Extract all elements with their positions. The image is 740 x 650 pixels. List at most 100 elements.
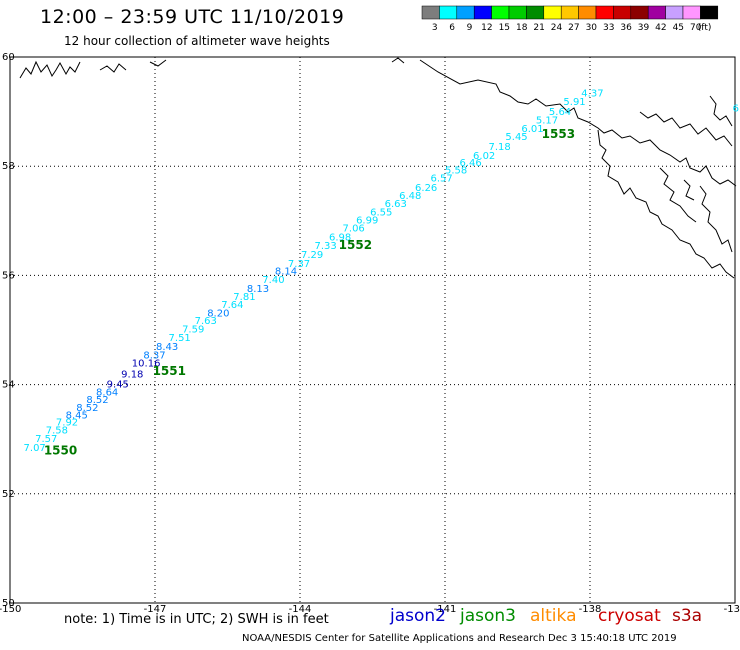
altimeter-track: 7.077.577.587.928.458.528.528.649.459.18… bbox=[24, 88, 739, 454]
wave-height-label: 7.18 bbox=[489, 142, 511, 153]
color-legend: 3 6 9 12 15 18 21 24 27 30 33 36 39 42 45 70(ft) bbox=[421, 5, 719, 33]
legend-label: 3 bbox=[432, 23, 438, 33]
map-grid: -150 -147 -144 -141 -138 -135 60 58 56 54 52 50 bbox=[0, 52, 740, 615]
legend-swatch bbox=[595, 5, 614, 20]
plot-frame bbox=[9, 56, 736, 604]
pass-number: 1552 bbox=[339, 238, 372, 252]
lat-tick-label: 58 bbox=[2, 161, 15, 172]
sat-jason3: jason3 bbox=[460, 606, 516, 626]
wave-height-label: 8.45 bbox=[66, 410, 88, 421]
lat-tick-label: 56 bbox=[2, 270, 15, 281]
legend-swatch bbox=[647, 5, 666, 20]
wave-height-label: 7.40 bbox=[262, 275, 284, 286]
legend-swatch bbox=[630, 5, 649, 20]
legend-label: 24 bbox=[551, 23, 563, 33]
coastline bbox=[19, 57, 737, 279]
legend-swatch bbox=[421, 5, 440, 20]
wave-height-label: 7.92 bbox=[56, 418, 78, 429]
legend-swatch bbox=[682, 5, 701, 20]
sat-altika: altika bbox=[530, 606, 577, 626]
lon-tick-label: -144 bbox=[289, 604, 312, 615]
sat-s3a: s3a bbox=[672, 606, 703, 626]
lon-tick-label: -150 bbox=[0, 604, 21, 615]
legend-swatch bbox=[578, 5, 597, 20]
pass-number: 1553 bbox=[542, 127, 575, 141]
pass-number: 1550 bbox=[44, 443, 77, 457]
legend-swatch bbox=[543, 5, 562, 20]
wave-height-label: 8.14 bbox=[275, 266, 297, 277]
pass-number: 1551 bbox=[153, 364, 186, 378]
wave-height-label: 8.43 bbox=[156, 342, 178, 353]
wave-height-label: 9.45 bbox=[107, 379, 129, 390]
lon-tick-label: -135 bbox=[724, 604, 740, 615]
wave-height-label: 7.81 bbox=[233, 292, 255, 303]
lat-tick-label: 60 bbox=[2, 52, 15, 63]
wave-height-label: 4.37 bbox=[581, 88, 603, 99]
wave-height-label: 5.45 bbox=[505, 132, 527, 143]
wave-height-label: 5.64 bbox=[549, 107, 571, 118]
legend-swatch bbox=[526, 5, 545, 20]
page-subtitle: 12 hour collection of altimeter wave hei… bbox=[64, 34, 330, 48]
footer-credit: NOAA/NESDIS Center for Satellite Applica… bbox=[242, 633, 677, 644]
legend-label: 45 bbox=[673, 23, 684, 33]
wave-height-label: 7.29 bbox=[301, 250, 323, 261]
legend-label: 12 bbox=[481, 23, 492, 33]
wave-height-label: 6.55 bbox=[370, 207, 392, 218]
page-title: 12:00 – 23:59 UTC 11/10/2019 bbox=[40, 6, 345, 28]
wave-height-label: 6.01 bbox=[521, 124, 543, 135]
wave-height-label: 8.64 bbox=[96, 388, 118, 399]
lon-tick-label: -138 bbox=[579, 604, 602, 615]
wave-height-label: 6 bbox=[733, 104, 739, 115]
legend-swatch bbox=[508, 5, 527, 20]
wave-height-label: 7.63 bbox=[195, 316, 217, 327]
lat-tick-label: 50 bbox=[2, 598, 15, 609]
legend-swatch bbox=[613, 5, 632, 20]
wave-height-label: 7.37 bbox=[288, 259, 310, 270]
wave-height-label: 6.26 bbox=[415, 183, 437, 194]
footer-note: note: 1) Time is in UTC; 2) SWH is in fe… bbox=[64, 612, 329, 627]
lat-tick-label: 54 bbox=[2, 380, 15, 391]
legend-label: 9 bbox=[467, 23, 473, 33]
lat-tick-label: 52 bbox=[2, 489, 15, 500]
wave-height-label: 7.57 bbox=[35, 434, 57, 445]
wave-height-label: 6.98 bbox=[329, 232, 351, 243]
legend-label: 21 bbox=[533, 23, 544, 33]
sat-jason2: jason2 bbox=[390, 606, 446, 626]
legend-label: 42 bbox=[655, 23, 666, 33]
wave-height-label: 7.33 bbox=[315, 241, 337, 252]
legend-label: 6 bbox=[449, 23, 455, 33]
wave-height-label: 6.99 bbox=[356, 216, 378, 227]
alaska-coast bbox=[19, 57, 737, 279]
wave-height-label: 6.48 bbox=[399, 191, 421, 202]
legend-label: 18 bbox=[516, 23, 528, 33]
wave-height-label: 7.64 bbox=[221, 300, 243, 311]
sat-cryosat: cryosat bbox=[598, 606, 661, 626]
wave-height-label: 8.13 bbox=[247, 284, 269, 295]
wave-height-label: 8.52 bbox=[76, 403, 98, 414]
legend-unit: (ft) bbox=[698, 23, 712, 33]
wave-height-label: 8.52 bbox=[86, 395, 108, 406]
wave-height-label: 7.59 bbox=[182, 325, 204, 336]
legend-label: 36 bbox=[620, 23, 632, 33]
legend-swatch bbox=[439, 5, 458, 20]
wave-height-label: 5.91 bbox=[563, 97, 585, 108]
wave-height-label: 7.07 bbox=[24, 443, 46, 454]
wave-height-label: 8.37 bbox=[143, 350, 165, 361]
wave-height-label: 7.06 bbox=[343, 224, 365, 235]
legend-label: 39 bbox=[638, 23, 650, 33]
wave-height-label: 8.20 bbox=[207, 308, 229, 319]
legend-label: 70 bbox=[690, 23, 702, 33]
legend-label: 30 bbox=[586, 23, 598, 33]
legend-swatch bbox=[560, 5, 579, 20]
lon-tick-label: -147 bbox=[144, 604, 167, 615]
legend-swatch bbox=[491, 5, 510, 20]
legend-swatch bbox=[456, 5, 475, 20]
wave-height-label: 5.17 bbox=[536, 116, 558, 127]
legend-label: 27 bbox=[568, 23, 579, 33]
legend-swatch bbox=[473, 5, 492, 20]
legend-label: 33 bbox=[603, 23, 614, 33]
wave-height-label: 7.51 bbox=[169, 333, 191, 344]
wave-height-label: 9.18 bbox=[121, 370, 143, 381]
